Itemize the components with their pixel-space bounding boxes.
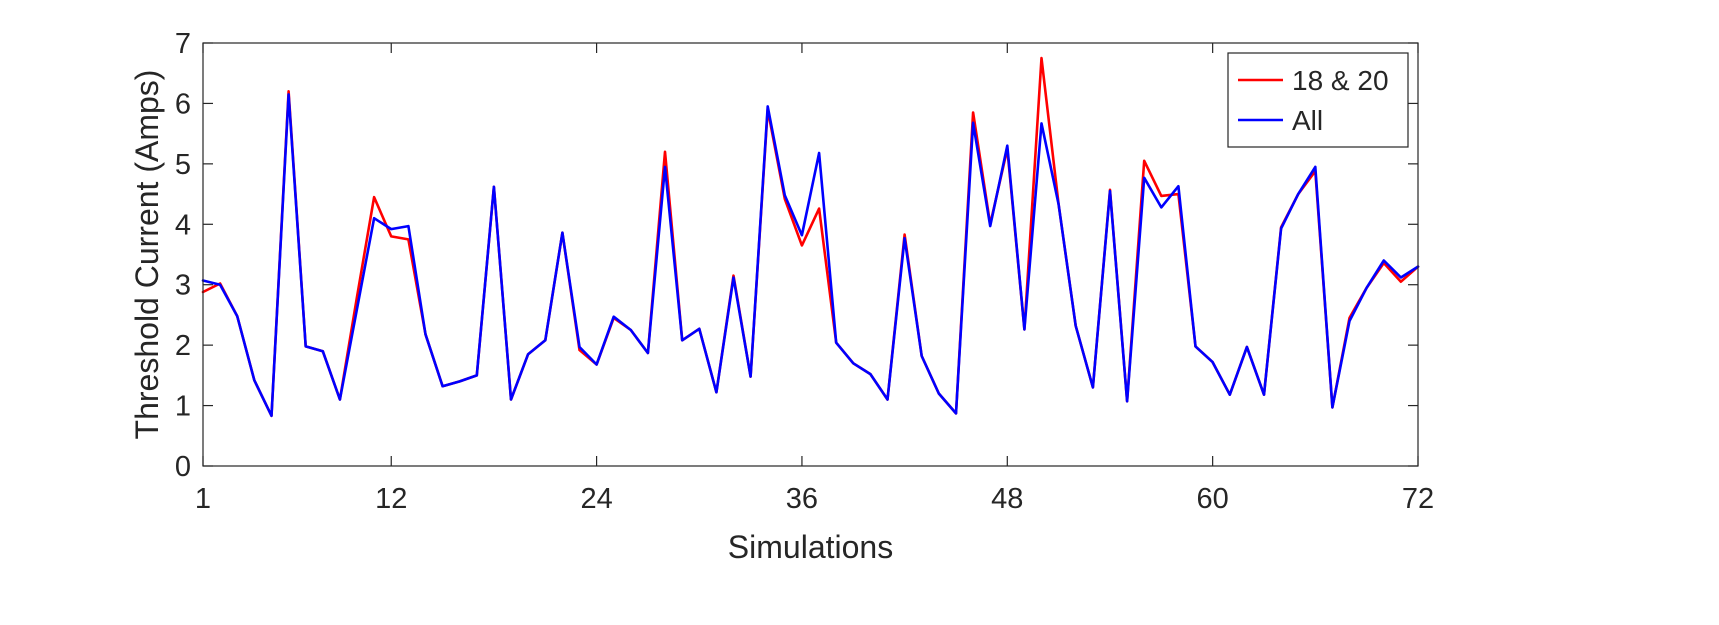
axes-box — [202, 42, 1419, 467]
x-tick-label: 1 — [195, 483, 211, 515]
x-tick-label: 36 — [786, 483, 818, 515]
y-tick-label: 0 — [175, 451, 191, 483]
y-tick-label: 6 — [175, 88, 191, 120]
y-tick-label: 1 — [175, 391, 191, 423]
x-tick-label: 60 — [1197, 483, 1229, 515]
y-tick-label: 5 — [175, 149, 191, 181]
y-tick-label: 7 — [175, 28, 191, 60]
x-tick-label: 12 — [375, 483, 407, 515]
legend-box — [1227, 52, 1409, 148]
x-axis-label: Simulations — [728, 529, 893, 565]
series-layer — [201, 56, 1420, 418]
legend-label-1: 18 & 20 — [1292, 65, 1389, 96]
y-axis-label: Threshold Current (Amps) — [129, 70, 165, 440]
y-tick-label: 2 — [175, 330, 191, 362]
x-tick-label: 72 — [1402, 483, 1434, 515]
legend-label-2: All — [1292, 105, 1323, 136]
plot-background — [203, 43, 1418, 466]
y-tick-label: 4 — [175, 209, 191, 241]
plot-area — [203, 43, 1418, 466]
x-tick-label: 48 — [991, 483, 1023, 515]
x-tick-label: 24 — [580, 483, 612, 515]
legend: 18 & 20 All — [1227, 52, 1409, 148]
series-line-2 — [201, 93, 1420, 418]
y-tick-label: 3 — [175, 270, 191, 302]
